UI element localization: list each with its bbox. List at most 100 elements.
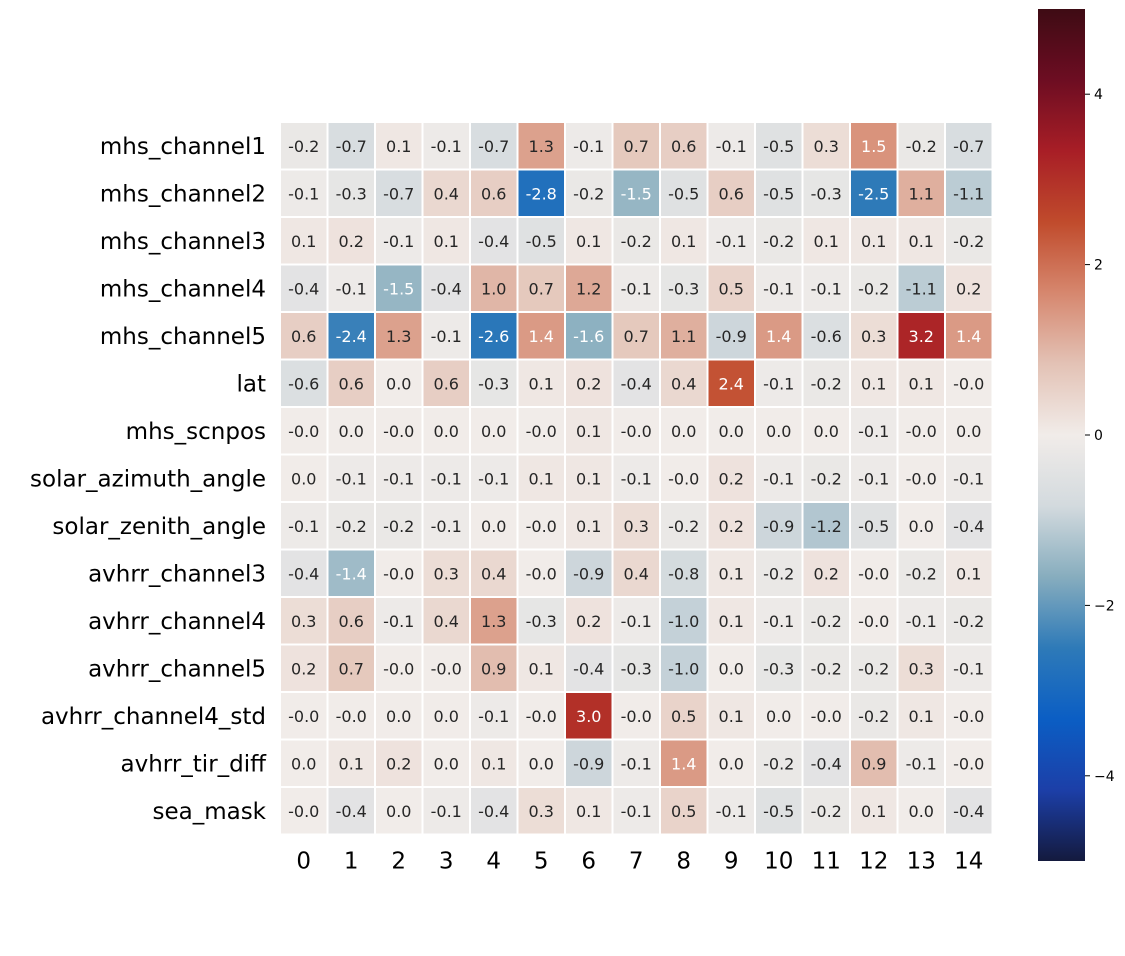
heatmap-cell (944, 548, 994, 598)
heatmap-cell (421, 168, 471, 218)
heatmap-cell (896, 501, 946, 551)
cell-value-label: 0.2 (956, 279, 981, 298)
cell-value-label: -0.9 (716, 327, 747, 346)
cell-value-label: 0.3 (624, 517, 649, 536)
heatmap-cell (564, 358, 614, 408)
heatmap-cell (849, 406, 899, 456)
cell-value-label: 1.3 (386, 327, 411, 346)
cell-value-label: -0.2 (383, 517, 414, 536)
cell-value-label: 0.1 (719, 564, 744, 583)
cell-value-label: 0.2 (576, 612, 601, 631)
cell-value-label: 3.0 (576, 707, 601, 726)
heatmap-cell (564, 691, 614, 741)
cell-value-label: 0.9 (861, 754, 886, 773)
cell-value-label: -0.2 (336, 517, 367, 536)
cell-value-label: 0.1 (529, 374, 554, 393)
heatmap-cell (326, 738, 376, 788)
cell-value-label: 0.1 (861, 232, 886, 251)
heatmap-cell (279, 168, 329, 218)
heatmap-cell (611, 786, 661, 836)
cell-value-label: 0.7 (624, 327, 649, 346)
cell-value-label: -0.2 (953, 612, 984, 631)
cell-value-label: -0.0 (288, 707, 319, 726)
cell-value-label: -0.9 (573, 754, 604, 773)
cell-value-label: 0.0 (719, 659, 744, 678)
cell-value-label: -0.2 (763, 564, 794, 583)
heatmap-cell (279, 786, 329, 836)
column-label: 0 (296, 849, 311, 875)
cell-value-label: -0.4 (478, 232, 509, 251)
cell-value-label: 0.1 (956, 564, 981, 583)
heatmap-cell (801, 548, 851, 598)
cell-value-label: 0.1 (576, 422, 601, 441)
cell-value-label: -0.1 (383, 469, 414, 488)
cell-value-label: -0.9 (763, 517, 794, 536)
cell-value-label: -0.1 (336, 469, 367, 488)
cell-value-label: -0.7 (478, 137, 509, 156)
heatmap-cell (374, 358, 424, 408)
heatmap-cell (516, 406, 566, 456)
heatmap-cell (754, 263, 804, 313)
heatmap-cell (754, 643, 804, 693)
cell-value-label: -0.2 (668, 517, 699, 536)
cell-value-label: 0.3 (529, 802, 554, 821)
column-label: 14 (954, 849, 983, 875)
cell-value-label: -0.9 (573, 564, 604, 583)
cell-value-label: 3.2 (909, 327, 934, 346)
cell-value-label: -0.2 (858, 707, 889, 726)
cell-value-label: -0.1 (763, 279, 794, 298)
cell-value-label: 0.1 (719, 707, 744, 726)
cell-value-label: -0.1 (953, 469, 984, 488)
cell-value-label: -0.0 (526, 707, 557, 726)
cell-value-label: -0.2 (763, 754, 794, 773)
heatmap-cell (849, 738, 899, 788)
cell-value-label: -0.1 (763, 612, 794, 631)
heatmap-cell (896, 121, 946, 171)
heatmap-cell (564, 548, 614, 598)
cell-value-label: 0.2 (576, 374, 601, 393)
cell-value-label: 0.1 (909, 707, 934, 726)
heatmap-cell (611, 121, 661, 171)
cell-value-label: -0.8 (668, 564, 699, 583)
heatmap-cell (421, 738, 471, 788)
cell-value-label: -0.0 (526, 564, 557, 583)
heatmap-cell (279, 738, 329, 788)
cell-value-label: -0.2 (811, 802, 842, 821)
cell-value-label: -0.0 (906, 422, 937, 441)
heatmap-cell (754, 786, 804, 836)
colorbar-gradient (1038, 9, 1085, 861)
cell-value-label: 0.6 (481, 184, 506, 203)
cell-value-label: -0.1 (858, 422, 889, 441)
cell-value-label: -0.0 (526, 517, 557, 536)
cell-value-label: 0.1 (719, 612, 744, 631)
cell-value-label: -0.1 (621, 469, 652, 488)
cell-value-label: -0.0 (288, 802, 319, 821)
cell-value-label: 0.1 (529, 659, 554, 678)
colorbar: −4 −2 0 2 4 (1038, 9, 1115, 861)
cell-value-label: -2.8 (526, 184, 557, 203)
cell-value-label: -0.3 (621, 659, 652, 678)
cell-value-label: -0.5 (526, 232, 557, 251)
cell-value-label: -0.0 (858, 612, 889, 631)
heatmap-cell (374, 643, 424, 693)
heatmap-cell (896, 406, 946, 456)
cell-value-label: -0.1 (811, 279, 842, 298)
cell-value-label: 0.1 (529, 469, 554, 488)
cell-value-label: -1.1 (906, 279, 937, 298)
cell-value-label: -0.1 (573, 137, 604, 156)
cell-value-label: -0.1 (716, 137, 747, 156)
heatmap-cell (516, 358, 566, 408)
column-label: 5 (534, 849, 549, 875)
row-label: sea_mask (152, 799, 266, 825)
cell-value-label: -0.5 (668, 184, 699, 203)
cell-value-label: 0.1 (909, 232, 934, 251)
cell-value-label: -0.4 (811, 754, 842, 773)
heatmap-cell (896, 263, 946, 313)
column-label: 12 (859, 849, 888, 875)
cell-value-label: -1.6 (573, 327, 604, 346)
cell-value-label: -0.1 (478, 707, 509, 726)
heatmap-cell (706, 263, 756, 313)
cell-value-label: -0.3 (811, 184, 842, 203)
cell-value-label: -0.6 (811, 327, 842, 346)
cell-value-label: 1.4 (671, 754, 696, 773)
